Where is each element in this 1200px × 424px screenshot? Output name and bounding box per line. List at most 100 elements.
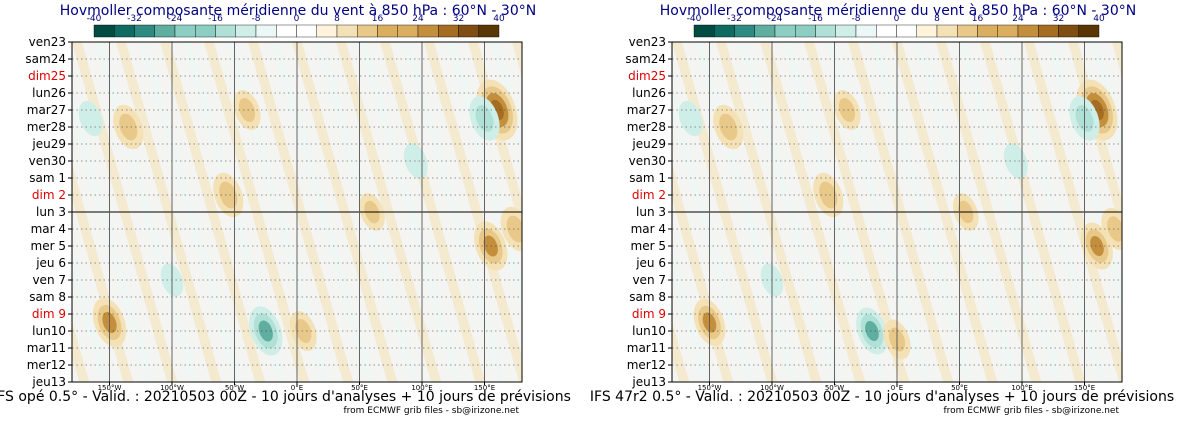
y-tick-label: lun 3: [636, 205, 666, 219]
colorbar-tick-label: -16: [208, 14, 223, 24]
x-tick-label: 100°W: [160, 384, 184, 392]
colorbar-box: [438, 24, 459, 38]
colorbar-box: [693, 24, 715, 38]
field-band: [1112, 42, 1122, 78]
colorbar-box: [235, 24, 257, 38]
colorbar: -40 -32 -24 -16 -8 0 8 16 24 32 40: [687, 14, 1105, 38]
anomaly-contour: [119, 113, 138, 141]
colorbar-box: [714, 24, 735, 38]
anomaly-contour: [78, 100, 103, 137]
y-tick-label: dim25: [628, 69, 666, 83]
y-tick-label: ven 7: [32, 273, 66, 287]
y-tick-label: mar 4: [631, 222, 666, 236]
y-tick-label: mer12: [627, 358, 666, 372]
colorbar-tick-label: -24: [168, 14, 183, 24]
colorbar: -40 -32 -24 -16 -8 0 8 16 24 32 40: [87, 14, 505, 38]
field-band: [1178, 42, 1200, 382]
field-band: [0, 42, 23, 382]
colorbar-box: [296, 24, 317, 38]
run-caption: IFS opé 0.5° - Valid. : 20210503 00Z - 1…: [0, 389, 571, 405]
colorbar-tick-label: -32: [127, 14, 142, 24]
x-tick-label: 150°E: [474, 384, 495, 392]
colorbar-tick-label: 40: [493, 14, 505, 24]
anomaly-contour: [219, 181, 238, 209]
x-tick-label: 100°E: [411, 384, 432, 392]
anomaly-contour: [865, 320, 879, 342]
colorbar-box: [815, 24, 836, 38]
y-tick-label: mer28: [627, 120, 666, 134]
x-tick-label: 100°W: [760, 384, 784, 392]
field-anomalies: [678, 79, 1122, 360]
anomaly-contour: [678, 100, 703, 137]
colorbar-box: [916, 24, 938, 38]
colorbar-box: [795, 24, 816, 38]
y-tick-label: mer 5: [631, 239, 666, 253]
y-tick-label: sam 8: [29, 290, 66, 304]
anomaly-contour: [506, 215, 522, 243]
x-tick-label: 150°W: [698, 384, 722, 392]
y-tick-label: lun 3: [36, 205, 66, 219]
x-tick-label: 50°E: [951, 384, 968, 392]
y-tick-label: mar 4: [31, 222, 66, 236]
x-tick-label: 150°W: [98, 384, 122, 392]
colorbar-box: [255, 24, 277, 38]
field-band: [72, 242, 112, 382]
y-tick-label: lun10: [632, 324, 666, 338]
field-band: [534, 42, 639, 382]
y-tick-label: dim 9: [632, 307, 666, 321]
field-band: [578, 42, 683, 382]
colorbar-tick-label: 8: [334, 14, 340, 24]
x-tick-label: 50°E: [351, 384, 368, 392]
colorbar-tick-label: -32: [727, 14, 742, 24]
y-tick-label: sam24: [25, 52, 66, 66]
colorbar-tick-label: -8: [852, 14, 861, 24]
y-tick-label: jeu13: [31, 375, 66, 389]
field-band: [72, 84, 156, 382]
y-tick-label: jeu29: [631, 137, 666, 151]
colorbar-tick-label: 16: [972, 14, 984, 24]
y-tick-label: mar11: [627, 341, 666, 355]
hovmoller-plot-area: [540, 41, 1200, 383]
anomaly-contour: [238, 98, 256, 122]
y-tick-label: ven23: [29, 35, 66, 49]
field-band: [1156, 42, 1200, 382]
field-band: [72, 320, 90, 382]
colorbar-box: [114, 24, 135, 38]
colorbar-tick-label: 40: [1093, 14, 1105, 24]
colorbar-box: [276, 24, 297, 38]
y-tick-label: mar27: [627, 103, 666, 117]
colorbar-box: [417, 24, 439, 38]
colorbar-box: [215, 24, 236, 38]
colorbar-box: [1017, 24, 1039, 38]
y-tick-label: sam 1: [629, 171, 666, 185]
anomaly-contour: [295, 319, 312, 343]
colorbar-tick-label: 32: [1053, 14, 1064, 24]
colorbar-tick-label: -40: [87, 14, 102, 24]
y-tick-label: dim 2: [632, 188, 666, 202]
x-axis-longitude-labels: 150°W 100°W 50°W 0°E 50°E 100°E 150°E: [98, 382, 495, 392]
colorbar-box: [754, 24, 776, 38]
colorbar-tick-label: 24: [412, 14, 424, 24]
y-tick-label: dim 9: [32, 307, 66, 321]
colorbar-tick-label: 24: [1012, 14, 1024, 24]
y-tick-label: mer28: [27, 120, 66, 134]
colorbar-box: [936, 24, 958, 38]
colorbar-tick-label: 8: [934, 14, 940, 24]
longitude-gridlines: [109, 42, 485, 382]
colorbar-box: [336, 24, 358, 38]
colorbar-tick-label: 0: [294, 14, 300, 24]
colorbar-box: [134, 24, 155, 38]
x-axis-longitude-labels: 150°W 100°W 50°W 0°E 50°E 100°E 150°E: [698, 382, 1095, 392]
longitude-gridlines: [709, 42, 1085, 382]
anomaly-contour: [1107, 216, 1122, 242]
field-band: [540, 42, 645, 382]
colorbar-box: [977, 24, 998, 38]
field-band: [1046, 42, 1122, 314]
y-tick-label: ven 7: [632, 273, 666, 287]
colorbar-box: [734, 24, 755, 38]
y-axis-day-labels: ven23 sam24 dim25 lun26 mar27 mer28 jeu29 ven30…: [25, 35, 72, 389]
y-tick-label: jeu 6: [635, 256, 666, 270]
colorbar-box: [316, 24, 338, 38]
y-tick-label: jeu29: [31, 137, 66, 151]
